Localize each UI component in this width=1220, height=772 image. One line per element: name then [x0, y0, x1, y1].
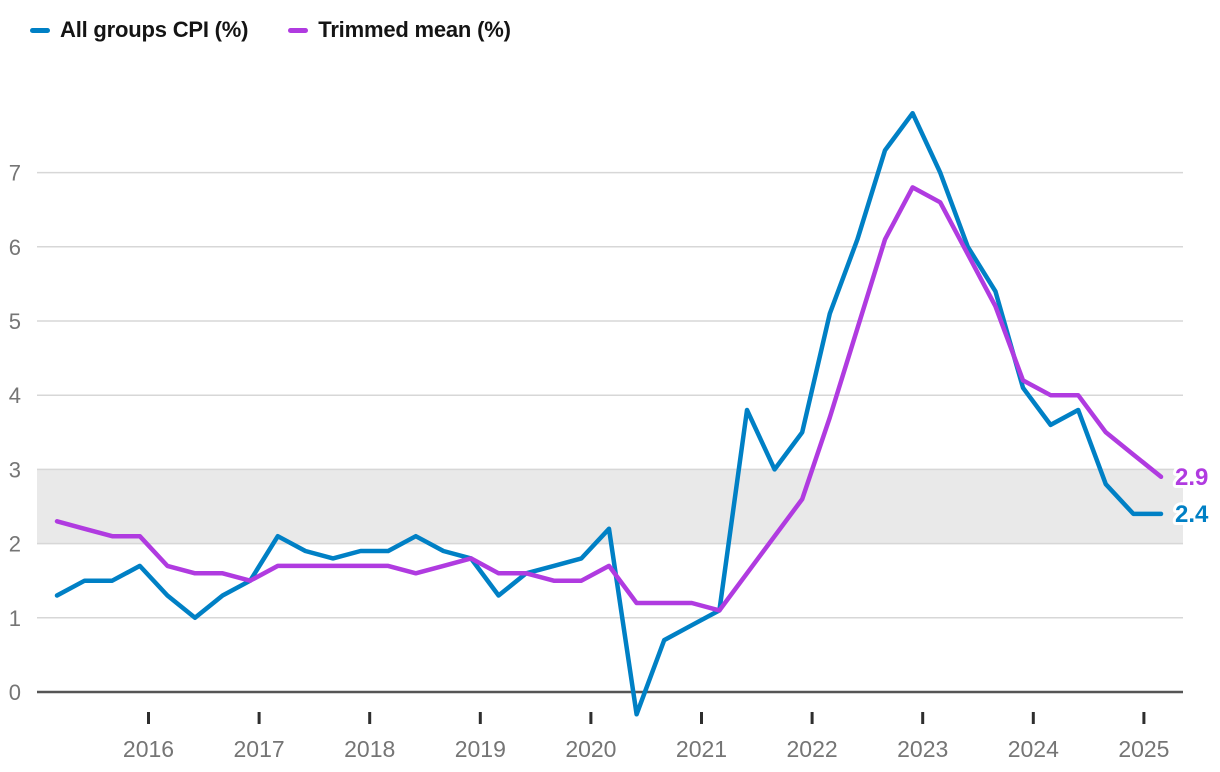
y-axis-label: 5: [9, 309, 21, 334]
y-axis-label: 0: [9, 680, 21, 705]
end-label-all-groups-cpi: 2.4: [1175, 501, 1209, 528]
x-axis-label: 2020: [565, 736, 616, 762]
legend-label-trimmed-mean: Trimmed mean (%): [318, 17, 511, 42]
chart-legend: All groups CPI (%) Trimmed mean (%): [30, 17, 511, 43]
y-axis-label: 1: [9, 606, 21, 631]
x-axis-label: 2016: [123, 736, 174, 762]
series-line-all-groups-cpi: [54, 110, 1164, 717]
x-axis-label: 2022: [787, 736, 838, 762]
legend-item-trimmed-mean: Trimmed mean (%): [288, 17, 511, 43]
x-axis-label: 2021: [676, 736, 727, 762]
end-label-trimmed-mean: 2.9: [1175, 464, 1208, 491]
legend-label-all-groups-cpi: All groups CPI (%): [60, 17, 249, 42]
y-axis-label: 6: [9, 235, 21, 260]
x-axis-label: 2019: [455, 736, 506, 762]
x-axis-label: 2023: [897, 736, 948, 762]
y-axis-label: 2: [9, 532, 21, 557]
x-axis-label: 2024: [1008, 736, 1059, 762]
legend-item-all-groups-cpi: All groups CPI (%): [30, 17, 248, 43]
y-axis-label: 4: [9, 383, 21, 408]
y-axis-label: 7: [9, 161, 21, 186]
blue-line-swatch-icon: [30, 27, 50, 33]
series-line-trimmed-mean: [54, 185, 1164, 613]
y-axis-label: 3: [9, 457, 21, 482]
purple-line-swatch-icon: [288, 27, 309, 33]
x-axis-label: 2018: [344, 736, 395, 762]
x-axis-label: 2017: [234, 736, 285, 762]
x-axis-label: 2025: [1118, 736, 1169, 762]
